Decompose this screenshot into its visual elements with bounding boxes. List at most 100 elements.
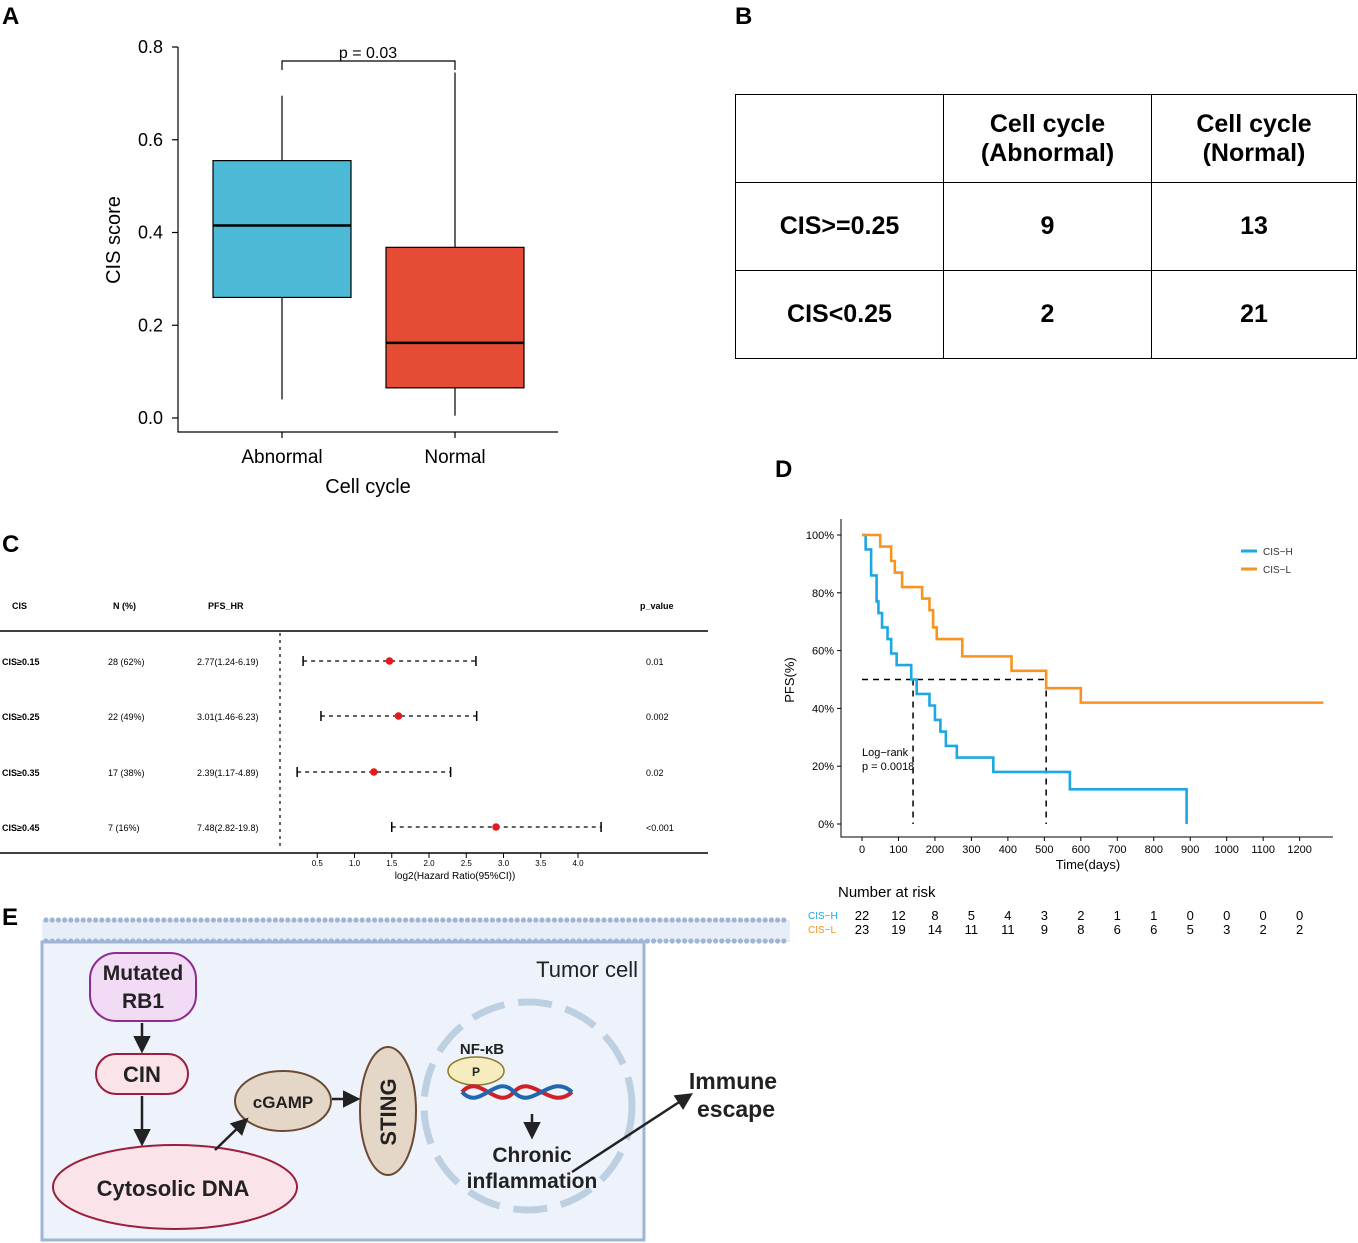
membrane-head xyxy=(62,917,68,923)
panel-a-boxplot: 0.0 0.2 0.4 0.6 0.8 Abnormal Normal xyxy=(138,37,558,468)
table-cell: 13 xyxy=(1151,182,1357,271)
arrow-dna-cgamp xyxy=(214,1117,249,1151)
membrane-head xyxy=(725,917,731,923)
cin-node xyxy=(95,1053,189,1095)
box-ytick-label: 0.2 xyxy=(138,315,163,335)
membrane-head xyxy=(415,917,421,923)
membrane-head xyxy=(527,917,533,923)
forest-xtick-label: 4.0 xyxy=(572,859,584,868)
km-xtick-label: 600 xyxy=(1072,844,1090,856)
membrane-head xyxy=(217,917,223,923)
km-curve-cisl xyxy=(862,533,1324,704)
risk-table-cell: 0 xyxy=(1223,908,1230,923)
membrane-head xyxy=(93,917,99,923)
panel-label-c: C xyxy=(2,531,19,558)
membrane-head xyxy=(694,938,700,944)
forest-xtick-label: 1.5 xyxy=(386,859,398,868)
panel-e-diagram: Tumor cell Mutated RB1 CIN Cytosolic DNA… xyxy=(40,917,790,1242)
forest-xtick-label: 3.5 xyxy=(535,859,547,868)
membrane-head xyxy=(328,917,334,923)
risk-table-cell: 23 xyxy=(855,922,869,937)
membrane-head xyxy=(130,917,136,923)
km-logrank-label: Log−rank xyxy=(862,747,909,759)
forest-xtick-label: 2.5 xyxy=(461,859,473,868)
membrane-head xyxy=(675,917,682,923)
membrane-head xyxy=(316,917,322,923)
forest-xtick-label: 0.5 xyxy=(312,859,324,868)
table-row-label: CIS<0.25 xyxy=(735,270,944,359)
membrane-head xyxy=(675,938,682,944)
risk-table-cell: 2 xyxy=(1296,922,1303,937)
membrane-head xyxy=(762,938,768,944)
membrane-head xyxy=(551,917,558,923)
risk-table-cell: 19 xyxy=(891,922,905,937)
box-ytick-label: 0.0 xyxy=(138,408,163,428)
membrane-head xyxy=(663,938,669,944)
membrane-head xyxy=(241,917,247,923)
panel-label-d: D xyxy=(775,456,792,483)
membrane-head xyxy=(744,938,750,944)
membrane-head xyxy=(458,917,464,923)
risk-table-cell: 12 xyxy=(891,908,905,923)
membrane-head xyxy=(713,938,719,944)
cytosolic-dna-label: Cytosolic DNA xyxy=(97,1176,250,1201)
arrow-inflammation-escape xyxy=(571,1093,693,1174)
membrane-head xyxy=(86,917,92,923)
panel-c-forest: CIS≥0.15 28 (62%) 2.77(1.24-6.19) 0.01 CIS≥0… xyxy=(0,630,708,868)
forest-point xyxy=(370,768,378,776)
membrane-band xyxy=(42,920,790,942)
membrane-head xyxy=(508,917,514,923)
membrane-head xyxy=(589,917,595,923)
forest-row-hr: 3.01(1.46-6.23) xyxy=(197,712,259,722)
membrane-head xyxy=(55,917,62,923)
membrane-head xyxy=(378,917,384,923)
risk-table-cell: 6 xyxy=(1150,922,1157,937)
membrane-head xyxy=(688,938,694,944)
risk-table-cell: 11 xyxy=(1001,922,1015,937)
membrane-head xyxy=(248,917,254,923)
forest-row-n: 7 (16%) xyxy=(108,823,140,833)
membrane-head xyxy=(768,938,775,944)
membrane-head xyxy=(533,917,539,923)
cgamp-node xyxy=(234,1070,332,1132)
membrane-head xyxy=(192,917,198,923)
km-xtick-label: 0 xyxy=(859,844,865,856)
forest-row-hr: 2.39(1.17-4.89) xyxy=(197,768,259,778)
membrane-head xyxy=(775,938,781,944)
membrane-head xyxy=(775,917,781,923)
membrane-head xyxy=(266,917,272,923)
membrane-head xyxy=(688,917,694,923)
membrane-head xyxy=(390,917,396,923)
panel-label-b: B xyxy=(735,3,752,30)
membrane-head xyxy=(310,917,316,923)
panel-label-a: A xyxy=(2,3,19,30)
membrane-head xyxy=(768,917,775,923)
membrane-head xyxy=(781,917,787,923)
km-xtick-label: 1100 xyxy=(1251,844,1275,856)
km-ytick-label: 80% xyxy=(812,588,834,600)
tumor-cell-label: Tumor cell xyxy=(536,957,638,982)
membrane-head xyxy=(322,917,328,923)
km-ytick-label: 20% xyxy=(812,761,834,773)
membrane-head xyxy=(353,917,359,923)
risk-table-cell: 0 xyxy=(1187,908,1194,923)
membrane-head xyxy=(651,917,657,923)
chronic-line2: inflammation xyxy=(467,1170,598,1193)
risk-row-label-cis-l: CIS−L xyxy=(808,925,837,936)
forest-row-p: <0.001 xyxy=(646,823,674,833)
risk-table-cell: 11 xyxy=(965,922,979,937)
forest-row-cis: CIS≥0.25 xyxy=(2,712,39,722)
box-ytick-label: 0.4 xyxy=(138,223,163,243)
forest-row-hr: 2.77(1.24-6.19) xyxy=(197,657,259,667)
box-significance-bracket xyxy=(281,60,456,70)
membrane-head xyxy=(68,917,74,923)
table-cell: 2 xyxy=(943,270,1152,359)
legend-label-cis-l: CIS−L xyxy=(1263,565,1292,576)
risk-table-cell: 0 xyxy=(1296,908,1303,923)
membrane-head xyxy=(496,917,502,923)
km-pvalue: p = 0.0018 xyxy=(862,761,914,773)
membrane-head xyxy=(334,917,340,923)
membrane-head xyxy=(570,917,576,923)
cin-label: CIN xyxy=(123,1062,161,1087)
table-cell: 9 xyxy=(943,182,1152,271)
